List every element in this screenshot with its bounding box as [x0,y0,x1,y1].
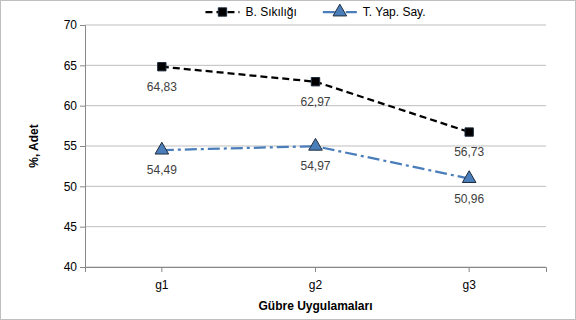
y-tick-label: 70 [64,18,78,32]
x-tick-label: g3 [462,278,476,292]
x-tick-mark [315,267,316,272]
marker [462,171,476,183]
y-axis-line [80,26,86,268]
y-tick-mark [80,106,85,107]
chart-border [1,1,576,320]
legend-label: B. Sıkılığı [245,5,296,19]
series-line [162,67,469,132]
chart: 40 45 50 55 60 65 70 g1 g2 g3 64,83 62,97 56,73 54,49… [0,0,576,320]
legend-label: T. Yap. Say. [363,5,426,19]
grid [85,25,546,267]
y-tick: 50 [64,180,85,194]
marker [309,138,323,150]
y-tick-mark [80,186,85,187]
y-tick: 45 [64,220,85,234]
y-axis: 40 45 50 55 60 65 70 [64,18,86,274]
legend-item: T. Yap. Say. [323,4,426,19]
grid-line [85,226,546,227]
y-tick-mark [80,146,85,147]
y-tick-mark [80,25,85,26]
x-tick-label: g2 [309,278,323,292]
y-tick-label: 55 [64,139,78,153]
data-label: 64,83 [147,80,177,94]
x-tick-mark [469,267,470,272]
y-tick-label: 60 [64,99,78,113]
x-tick: g2 [309,267,323,292]
y-tick-label: 65 [64,59,78,73]
grid-line [85,25,546,26]
y-tick-mark [80,267,85,268]
data-label: 56,73 [454,145,484,159]
marker [465,128,473,136]
x-tick: g1 [155,267,169,292]
series-group [155,63,476,183]
x-axis: g1 g2 g3 [86,267,547,292]
y-tick: 70 [64,18,85,32]
legend-item: B. Sıkılığı [205,5,296,19]
data-label: 54,49 [147,163,177,177]
marker [158,63,166,71]
y-tick-label: 50 [64,180,78,194]
y-tick-label: 45 [64,220,78,234]
data-label: 62,97 [300,95,330,109]
grid-line [85,186,546,187]
y-tick: 55 [64,139,85,153]
legend-marker [333,4,347,16]
y-tick: 60 [64,99,85,113]
x-axis-line [86,268,547,273]
legend: B. Sıkılığı T. Yap. Say. [205,4,425,19]
x-tick-mark [161,267,162,272]
series-line [162,146,469,178]
marker [311,78,319,86]
x-axis-title: Gübre Uygulamaları [258,299,372,313]
y-tick: 65 [64,59,85,73]
x-tick-label: g1 [155,278,169,292]
legend-marker [218,8,226,16]
y-axis-title: %, Adet [27,124,41,168]
x-tick: g3 [462,267,476,292]
marker [155,142,169,154]
data-label: 54,97 [300,159,330,173]
plot: 40 45 50 55 60 65 70 g1 g2 g3 64,83 62,97 56,73 54,49… [64,18,547,292]
data-labels: 64,83 62,97 56,73 54,49 54,97 50,96 [147,80,485,206]
y-tick-mark [80,227,85,228]
y-tick: 40 [64,260,85,274]
y-tick-mark [80,65,85,66]
data-label: 50,96 [454,192,484,206]
grid-line [85,65,546,66]
y-tick-label: 40 [64,260,78,274]
